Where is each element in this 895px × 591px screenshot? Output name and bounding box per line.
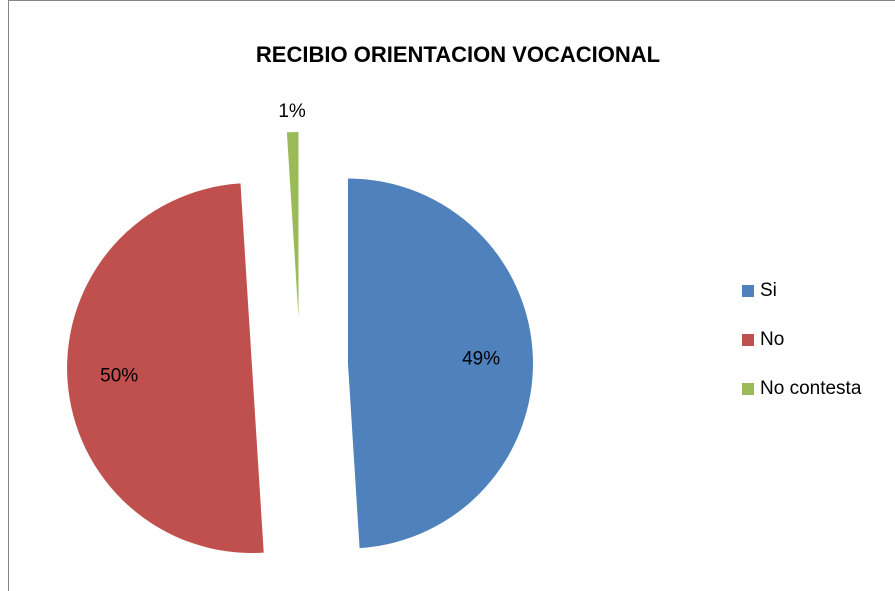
chart-title: RECIBIO ORIENTACION VOCACIONAL (256, 42, 660, 67)
legend-swatch (742, 334, 754, 346)
data-label: 49% (462, 348, 500, 369)
legend-swatch (742, 383, 754, 395)
data-label: 50% (100, 365, 138, 386)
pie-slice (347, 178, 533, 549)
legend-label: No contesta (760, 378, 862, 399)
legend-label: No (760, 329, 784, 350)
data-label: 1% (278, 101, 306, 122)
pie-slice (67, 183, 264, 554)
legend-label: Si (760, 280, 777, 301)
legend-swatch (742, 285, 754, 297)
pie-slice (286, 132, 299, 318)
